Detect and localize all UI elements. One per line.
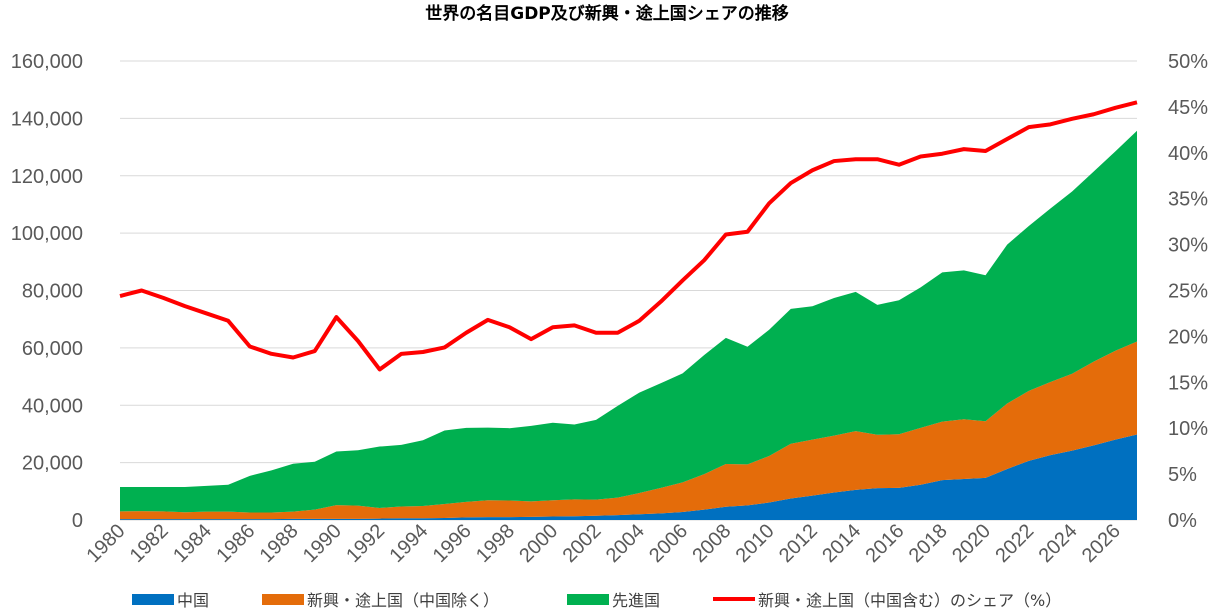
- y-left-tick-label: 60,000: [22, 338, 83, 360]
- area-series: [120, 341, 1137, 520]
- legend-label: 先進国: [612, 591, 660, 610]
- y-right-tick-label: 45%: [1168, 97, 1208, 119]
- x-tick-label: 2016: [861, 520, 908, 567]
- y-left-tick-label: 40,000: [22, 395, 83, 417]
- x-tick-label: 2024: [1035, 520, 1082, 567]
- y-right-tick-label: 20%: [1168, 326, 1208, 348]
- y-right-tick-label: 40%: [1168, 143, 1208, 165]
- x-tick-label: 1992: [342, 520, 389, 567]
- y-left-tick-label: 20,000: [22, 453, 83, 475]
- area-series: [120, 130, 1137, 513]
- stacked-areas: [120, 130, 1137, 520]
- x-tick-label: 2000: [515, 520, 562, 567]
- x-tick-label: 1984: [169, 520, 216, 567]
- y-left-tick-label: 100,000: [11, 223, 83, 245]
- x-tick-label: 2004: [602, 520, 649, 567]
- y-right-tick-label: 25%: [1168, 281, 1208, 303]
- x-tick-label: 1980: [83, 520, 130, 567]
- y-right-tick-label: 35%: [1168, 189, 1208, 211]
- y-left-tick-label: 140,000: [11, 108, 83, 130]
- x-tick-label: 2010: [732, 520, 779, 567]
- right-axis-ticks: 0% 5% 10% 15% 20% 25% 30% 35% 40% 45% 50%: [1168, 51, 1208, 532]
- x-axis-ticks: 1980198219841986198819901992199419961998…: [83, 520, 1125, 567]
- x-tick-label: 2026: [1078, 520, 1125, 567]
- x-tick-label: 2014: [818, 520, 865, 567]
- legend-label: 新興・途上国（中国除く）: [307, 591, 499, 610]
- x-tick-label: 2022: [991, 520, 1038, 567]
- area-series: [120, 434, 1137, 520]
- x-tick-label: 2008: [688, 520, 735, 567]
- y-right-tick-label: 30%: [1168, 235, 1208, 257]
- x-tick-label: 1986: [212, 520, 259, 567]
- legend-swatch: [567, 594, 609, 605]
- y-left-tick-label: 0: [72, 510, 83, 532]
- x-tick-label: 2006: [645, 520, 692, 567]
- share-line: [119, 100, 1138, 372]
- legend: 中国 新興・途上国（中国除く） 先進国 新興・途上国（中国含む）のシェア（%）: [132, 591, 1061, 610]
- y-left-tick-label: 80,000: [22, 281, 83, 303]
- y-right-tick-label: 0%: [1168, 510, 1197, 532]
- x-tick-label: 1996: [429, 520, 476, 567]
- x-tick-label: 2018: [905, 520, 952, 567]
- x-tick-label: 2012: [775, 520, 822, 567]
- y-left-tick-label: 160,000: [11, 51, 83, 73]
- x-tick-label: 1982: [126, 520, 173, 567]
- x-tick-label: 2020: [948, 520, 995, 567]
- x-tick-label: 1988: [256, 520, 303, 567]
- legend-swatch: [132, 594, 174, 605]
- legend-label: 新興・途上国（中国含む）のシェア（%）: [758, 591, 1061, 610]
- legend-swatch: [262, 594, 304, 605]
- y-right-tick-label: 50%: [1168, 51, 1208, 73]
- x-tick-label: 1998: [472, 520, 519, 567]
- y-right-tick-label: 10%: [1168, 418, 1208, 440]
- y-right-tick-label: 5%: [1168, 464, 1197, 486]
- x-tick-label: 2002: [559, 520, 606, 567]
- x-tick-label: 1990: [299, 520, 346, 567]
- left-axis-ticks: 0 20,000 40,000 60,000 80,000 100,000 120,000 1…: [11, 51, 83, 532]
- y-right-tick-label: 15%: [1168, 372, 1208, 394]
- legend-label: 中国: [177, 591, 209, 610]
- chart-title: 世界の名目GDP及び新興・途上国シェアの推移: [425, 3, 789, 24]
- share-line-layer: [119, 100, 1138, 372]
- x-tick-label: 1994: [385, 520, 432, 567]
- y-left-tick-label: 120,000: [11, 166, 83, 188]
